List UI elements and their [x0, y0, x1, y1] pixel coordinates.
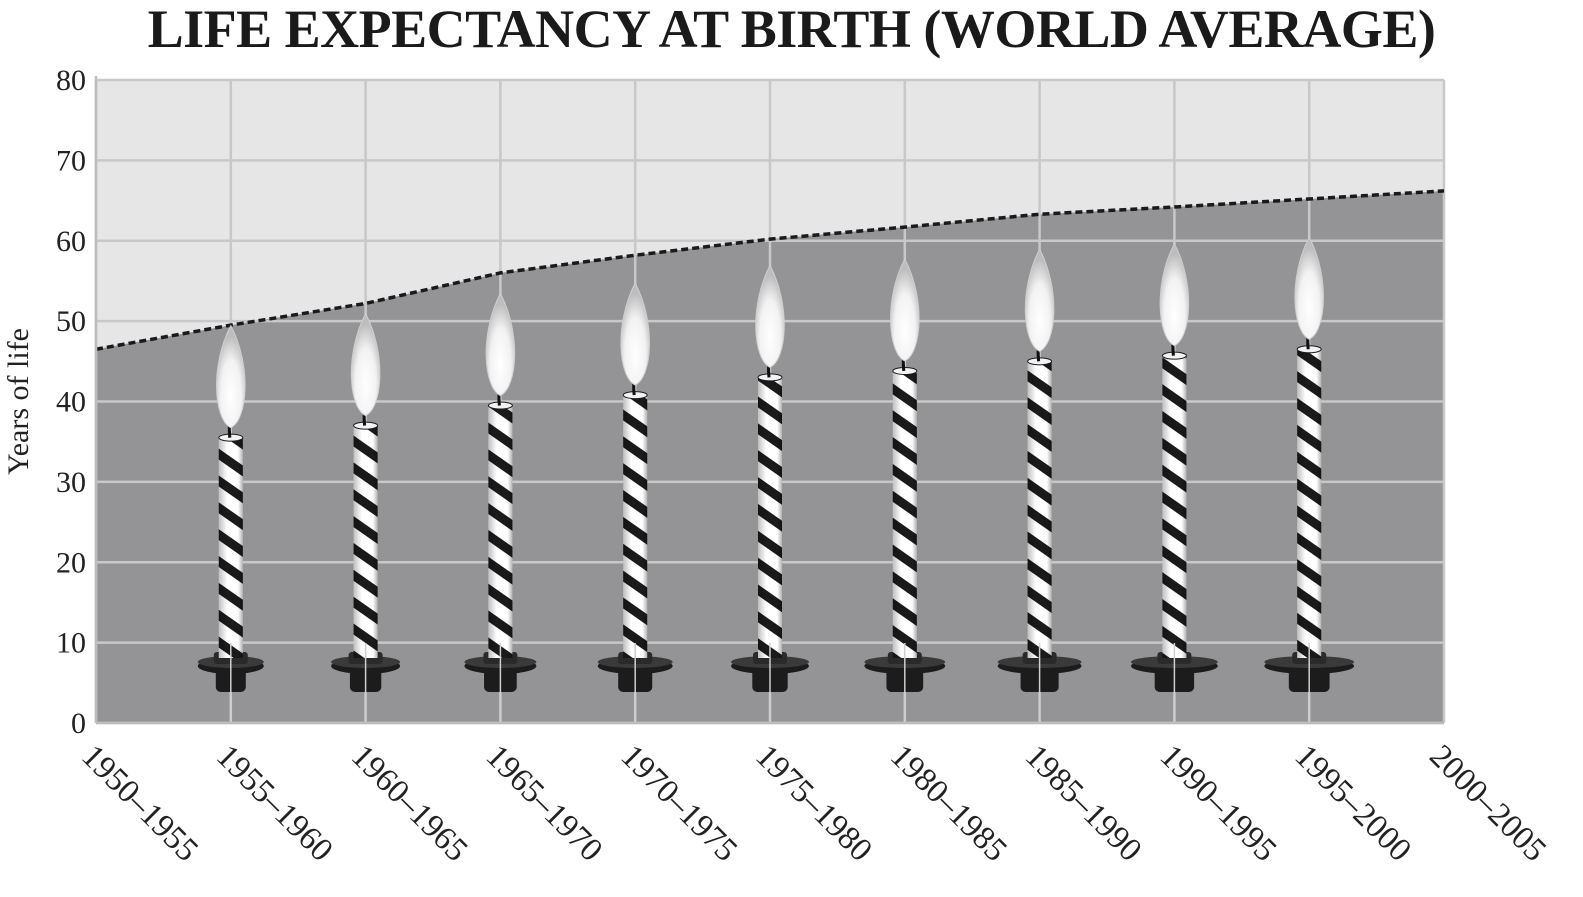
x-tick-label: 2000–2005 [1422, 738, 1552, 868]
y-tick-label: 60 [56, 225, 86, 258]
x-tick-label: 1965–1970 [479, 738, 609, 868]
x-tick-label: 1975–1980 [748, 738, 878, 868]
chart-title: LIFE EXPECTANCY AT BIRTH (WORLD AVERAGE) [147, 0, 1436, 59]
y-tick-label: 50 [56, 305, 86, 338]
candle-shading [623, 395, 648, 658]
candle-flame [350, 312, 381, 417]
y-tick-label: 40 [56, 386, 86, 419]
candle-shading [1162, 355, 1187, 658]
y-tick-label: 10 [56, 627, 86, 660]
candle-flame [485, 292, 516, 397]
candle-shading [353, 425, 378, 658]
candle [464, 292, 537, 692]
candle [1131, 242, 1218, 692]
y-tick-label: 30 [56, 466, 86, 499]
candle-shading [892, 370, 917, 658]
x-tick-label: 1980–1985 [883, 738, 1013, 868]
y-tick-label: 20 [56, 546, 86, 579]
candle-shading [488, 405, 513, 658]
candle-flame [1159, 242, 1190, 347]
candle-flame [216, 324, 246, 429]
x-tick-label: 1955–1960 [209, 738, 339, 868]
x-tick-label: 1950–1955 [74, 738, 204, 868]
candle-flame [890, 257, 920, 362]
candle [731, 264, 809, 692]
x-tick-label: 1985–1990 [1018, 738, 1148, 868]
y-tick-label: 0 [71, 707, 86, 740]
y-tick-label: 70 [56, 144, 86, 177]
candle-shading [218, 437, 243, 658]
x-tick-label: 1960–1965 [344, 738, 474, 868]
candle-flame [620, 281, 650, 386]
y-tick-label: 80 [56, 64, 86, 97]
y-axis-label: Years of life [2, 328, 35, 475]
candle-flame [1294, 236, 1324, 340]
x-tick-label: 1990–1995 [1153, 738, 1283, 868]
x-tick-label: 1995–2000 [1288, 738, 1418, 868]
candle [864, 257, 946, 692]
candle [331, 312, 401, 692]
candle-shading [758, 377, 782, 658]
candle-shading [1027, 361, 1052, 658]
candle-flame [755, 264, 785, 368]
x-tick-label: 1970–1975 [614, 738, 744, 868]
candle-shading [1297, 349, 1322, 658]
candle-flame [1024, 248, 1055, 352]
